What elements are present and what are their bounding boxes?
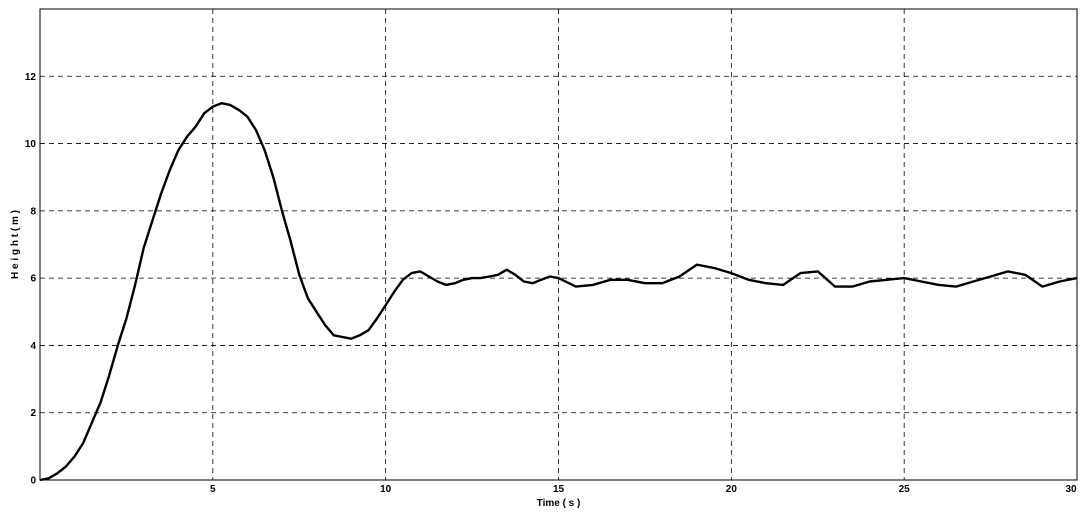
- y-axis-label: H e i g h t ( m ): [10, 210, 21, 279]
- x-axis-label: Time ( s ): [537, 498, 581, 509]
- x-tick-label: 10: [380, 484, 392, 495]
- x-tick-label: 25: [899, 484, 911, 495]
- tick-labels: 5 10 15 20 25 30 0 2 4 6 8 10 12: [25, 72, 1077, 495]
- x-tick-label: 20: [726, 484, 738, 495]
- x-tick-label: 30: [1065, 484, 1077, 495]
- plot-frame: [39, 8, 1078, 481]
- y-tick-label: 2: [30, 408, 36, 419]
- y-tick-label: 0: [30, 476, 36, 487]
- y-tick-label: 8: [30, 206, 36, 217]
- y-tick-label: 12: [25, 72, 37, 83]
- series-layer: [39, 101, 1078, 482]
- y-tick-label: 4: [30, 341, 36, 352]
- x-tick-label: 5: [210, 484, 216, 495]
- grid: [40, 9, 1077, 480]
- y-tick-label: 10: [25, 139, 37, 150]
- x-tick-label: 15: [553, 484, 565, 495]
- series-line: [39, 101, 1078, 482]
- y-tick-label: 6: [30, 274, 36, 285]
